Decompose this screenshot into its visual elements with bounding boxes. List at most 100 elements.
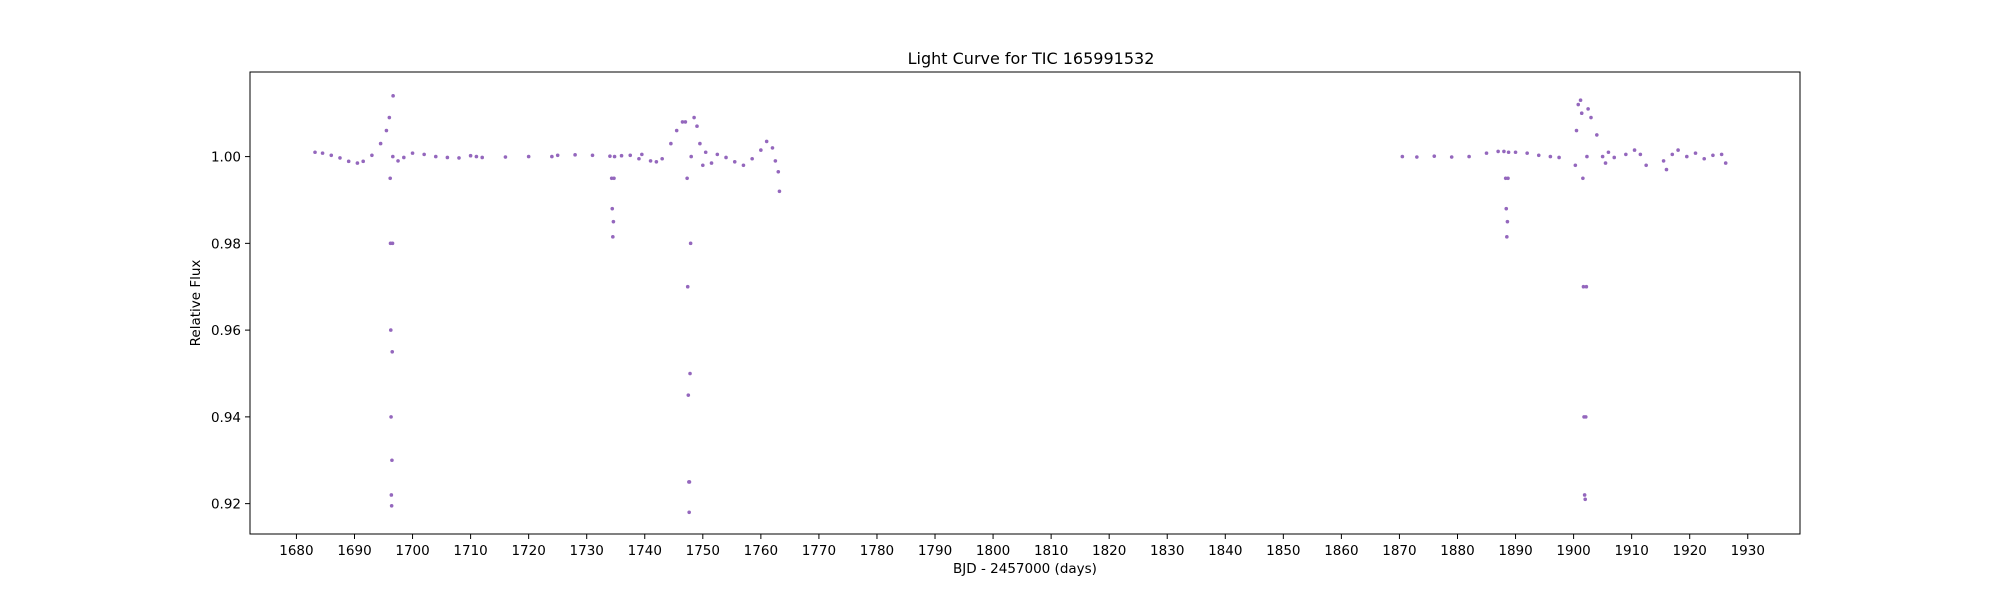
data-point: [1467, 154, 1471, 159]
data-point: [683, 120, 688, 124]
data-point: [1415, 155, 1419, 159]
data-point: [503, 155, 508, 159]
x-tick-label: 1890: [1498, 543, 1532, 559]
data-point: [1502, 149, 1506, 154]
data-point: [637, 156, 641, 161]
data-point: [573, 153, 577, 157]
data-point: [680, 120, 685, 124]
data-point: [612, 154, 617, 159]
x-tick-label: 1900: [1556, 543, 1590, 559]
data-point: [770, 146, 775, 150]
data-point: [612, 176, 616, 181]
data-point: [619, 153, 624, 158]
data-point: [555, 153, 560, 158]
data-point: [391, 154, 395, 159]
x-tick-label: 1680: [279, 543, 313, 559]
data-point: [692, 115, 696, 120]
data-point: [1582, 493, 1587, 497]
data-point: [732, 160, 737, 164]
x-tick-label: 1690: [337, 543, 371, 559]
data-point: [759, 148, 763, 152]
y-tick-label: 0.94: [211, 410, 241, 426]
x-tick-label: 1910: [1614, 543, 1648, 559]
data-point: [610, 206, 615, 211]
y-axis: 0.92 0.94 0.96 0.98 1.00: [211, 150, 250, 513]
data-point: [388, 328, 393, 332]
data-point: [390, 350, 395, 354]
data-point: [1638, 152, 1643, 157]
data-point: [1449, 155, 1454, 159]
data-point: [313, 150, 317, 155]
data-point: [1525, 151, 1529, 155]
data-point: [715, 152, 720, 157]
data-point: [1400, 154, 1405, 159]
data-point: [724, 155, 728, 160]
data-point: [474, 154, 479, 159]
data-point: [1589, 115, 1593, 120]
x-tick-label: 1710: [453, 543, 487, 559]
data-point: [480, 155, 485, 160]
data-point: [1719, 152, 1724, 157]
data-point: [468, 153, 473, 158]
data-point: [764, 139, 769, 144]
data-point: [338, 156, 342, 160]
data-point: [709, 161, 714, 165]
data-point: [741, 163, 746, 168]
data-point: [433, 154, 438, 159]
data-point: [355, 161, 360, 165]
data-point: [1576, 102, 1581, 107]
data-point: [402, 155, 406, 160]
data-point: [1585, 154, 1589, 159]
data-point: [320, 151, 325, 155]
data-point: [1606, 150, 1611, 155]
x-tick-label: 1730: [570, 543, 604, 559]
data-point: [1505, 219, 1510, 224]
x-tick-label: 1700: [395, 543, 429, 559]
data-point: [1711, 153, 1715, 158]
x-tick-label: 1840: [1208, 543, 1242, 559]
x-tick-label: 1780: [860, 543, 894, 559]
x-tick-label: 1930: [1731, 543, 1765, 559]
data-point: [688, 371, 692, 376]
data-point: [628, 153, 633, 158]
data-point: [1723, 161, 1728, 165]
data-point: [1505, 235, 1509, 239]
data-point: [1432, 154, 1437, 158]
x-tick-label: 1790: [918, 543, 952, 559]
data-point: [389, 415, 393, 419]
data-point: [361, 159, 366, 164]
x-tick-label: 1850: [1266, 543, 1300, 559]
data-point: [654, 160, 659, 164]
data-point: [1578, 98, 1583, 102]
data-point: [370, 153, 374, 158]
data-point: [1600, 154, 1605, 159]
data-point: [329, 153, 334, 158]
data-point: [1685, 154, 1689, 159]
data-point: [611, 219, 616, 224]
data-point: [1583, 497, 1588, 502]
data-point: [1603, 161, 1608, 165]
data-point: [346, 159, 351, 164]
x-tick-label: 1800: [976, 543, 1010, 559]
data-point: [390, 241, 395, 246]
data-point: [1536, 153, 1541, 158]
data-point: [1484, 151, 1489, 155]
y-tick-label: 0.96: [211, 323, 241, 339]
data-point: [611, 235, 615, 239]
data-point: [777, 189, 782, 194]
data-point: [689, 154, 693, 159]
x-tick-label: 1860: [1324, 543, 1358, 559]
data-point: [773, 159, 778, 163]
data-point: [1584, 284, 1589, 289]
data-point: [640, 152, 644, 157]
y-tick-label: 0.98: [211, 236, 241, 252]
data-point: [1513, 150, 1518, 155]
x-tick-label: 1870: [1382, 543, 1416, 559]
data-point: [457, 156, 461, 160]
data-point: [1573, 163, 1578, 168]
data-point: [1586, 107, 1590, 111]
data-point: [1644, 163, 1648, 168]
data-point: [1506, 176, 1510, 181]
y-axis-label: Relative Flux: [188, 260, 204, 347]
data-point: [648, 159, 653, 163]
